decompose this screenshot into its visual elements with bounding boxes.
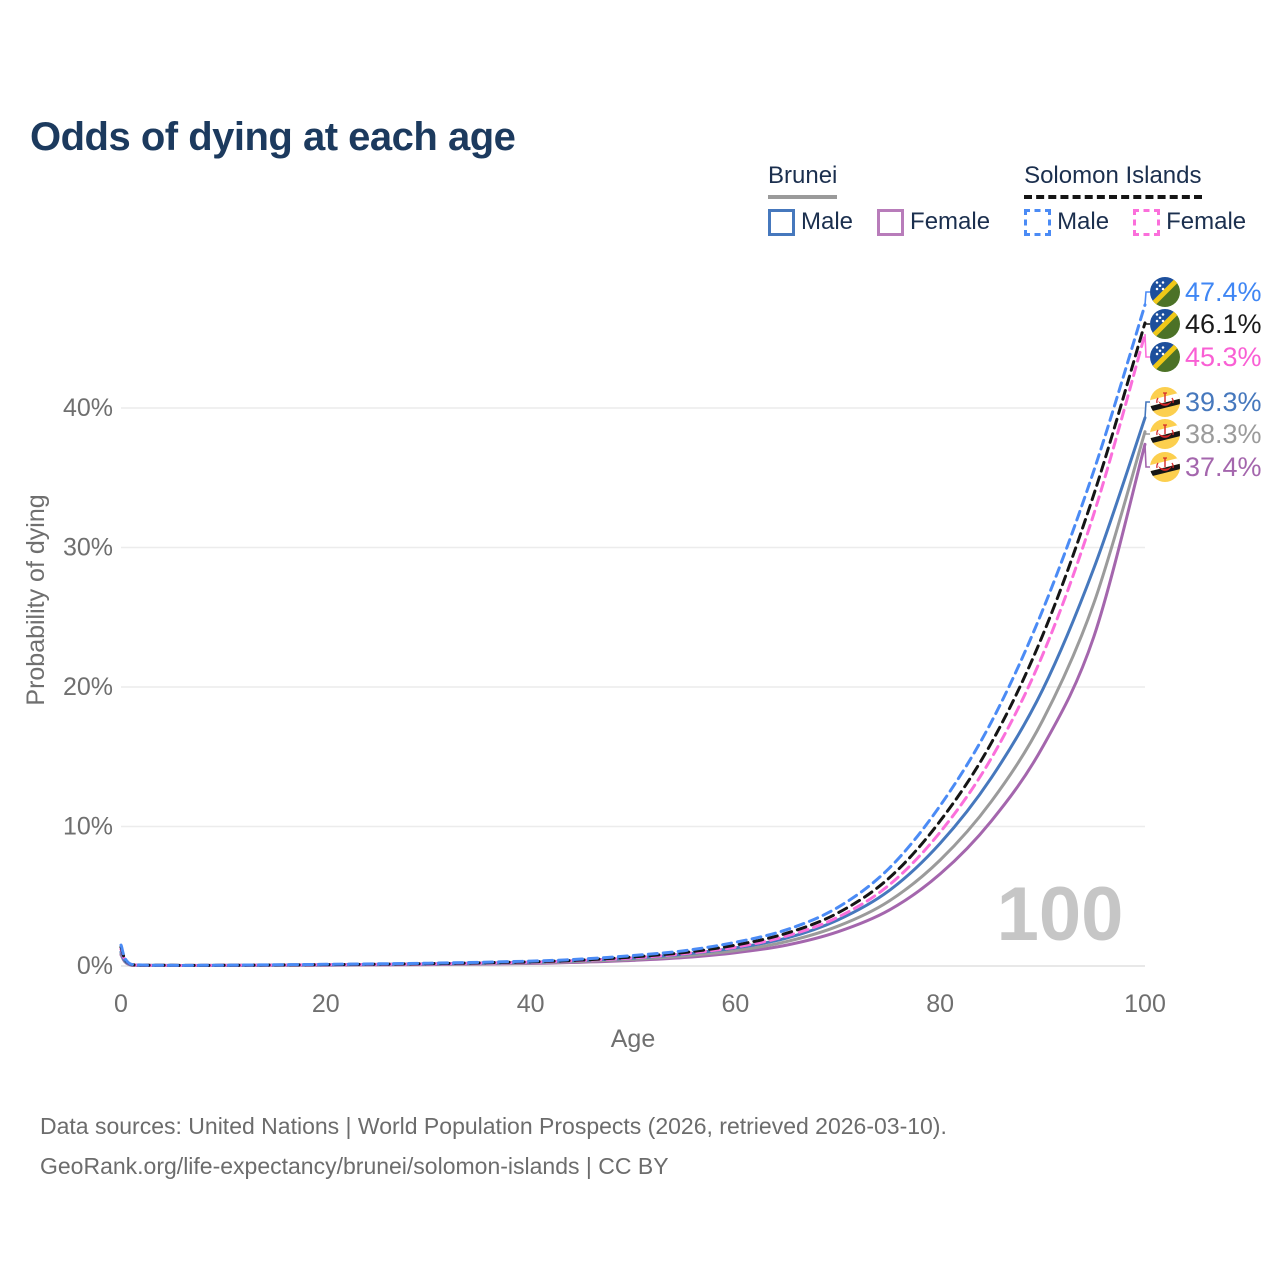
x-tick-label: 60 [721,990,749,1018]
y-axis-title: Probability of dying [22,494,50,705]
legend-item-brunei-female: Female [877,208,990,236]
leader-line-solomon-islands-female [1144,334,1150,358]
series-lines [119,303,1147,968]
end-value-label-solomon-islands-male: 47.4% [1185,277,1262,307]
line-chart: 0% 10% 20% 30% 40% Probability of dying 0 20 40 6… [22,260,1262,1053]
gridlines [121,407,1145,967]
y-tick-label: 10% [63,813,113,841]
y-axis: 0% 10% 20% 30% 40% Probability of dying [22,394,113,980]
leader-line-solomon-islands-male [1144,291,1150,305]
series-line-brunei-female [119,442,1147,968]
data-sources-line: Data sources: United Nations | World Pop… [40,1113,947,1139]
leader-line-brunei-male [1144,401,1150,418]
legend-item-label: Male [1057,208,1110,235]
legend-group-solomon-islands: Solomon Islands Male Female [1024,162,1246,236]
legend-country-brunei: Brunei [768,162,838,199]
series-line-solomon-islands-male [119,303,1147,967]
brunei-female-line-swatch-icon [877,208,905,236]
legend-item-label: Female [1166,208,1247,235]
leader-line-brunei-all [1144,431,1150,435]
end-labels: 47.4%46.1%45.3% 39.3%38.3%37.4% [1143,277,1262,482]
legend-country-solomon-islands: Solomon Islands [1024,162,1202,199]
x-tick-label: 80 [926,990,954,1018]
x-tick-label: 40 [517,990,545,1018]
x-tick-label: 0 [114,990,128,1018]
end-value-label-brunei-male: 39.3% [1185,387,1262,417]
legend-item-label: Male [801,208,854,235]
x-tick-label: 20 [312,990,340,1018]
end-value-label-solomon-islands-female: 45.3% [1185,342,1262,372]
y-tick-label: 20% [63,673,113,701]
solomon-islands-flag-icon [1150,309,1180,339]
series-line-solomon-islands-all [119,321,1147,967]
x-tick-label: 100 [1124,990,1166,1018]
series-line-solomon-islands-female [119,332,1147,967]
legend: Brunei Male Female Solomon Islands Male … [768,162,1246,236]
y-tick-label: 30% [63,534,113,562]
legend-item-label: Female [910,208,991,235]
solomon-female-line-swatch-icon [1133,208,1161,236]
legend-item-brunei-male: Male [768,208,853,236]
end-value-label-brunei-female: 37.4% [1185,452,1262,482]
end-value-label-brunei-all: 38.3% [1185,419,1262,449]
source-url-line: GeoRank.org/life-expectancy/brunei/solom… [40,1153,669,1179]
footer-attribution: Data sources: United Nations | World Pop… [40,1106,947,1186]
end-value-label-solomon-islands-all: 46.1% [1185,309,1262,339]
y-tick-label: 0% [77,952,113,980]
legend-item-solomon-male: Male [1024,208,1109,236]
brunei-male-line-swatch-icon [768,208,795,236]
legend-group-brunei: Brunei Male Female [768,162,990,236]
watermark-age-counter: 100 [997,872,1124,957]
series-line-brunei-all [119,430,1147,968]
x-axis-title: Age [611,1025,655,1053]
leader-line-solomon-islands-all [1144,322,1150,325]
solomon-islands-flag-icon [1150,277,1180,307]
leader-line-brunei-female [1144,444,1150,468]
legend-item-solomon-female: Female [1133,208,1246,236]
solomon-male-line-swatch-icon [1024,208,1052,236]
solomon-islands-flag-icon [1150,342,1180,372]
series-line-brunei-male [119,416,1147,967]
page-title: Odds of dying at each age [30,114,516,159]
x-axis: 0 20 40 60 80 100 Age [114,990,1166,1053]
y-tick-label: 40% [63,394,113,422]
